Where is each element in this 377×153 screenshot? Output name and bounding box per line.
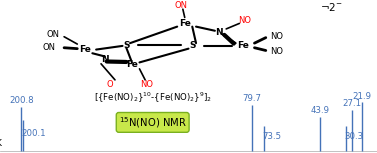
Text: [{Fe(NO)$_2$}$^{10}$-{Fe(NO)$_2$}$^9$]$_2$: [{Fe(NO)$_2$}$^{10}$-{Fe(NO)$_2$}$^9$]$_… [93, 91, 212, 105]
Text: S: S [123, 41, 130, 50]
Text: Fe: Fe [179, 19, 191, 28]
Text: NO: NO [239, 16, 251, 25]
Text: Fe: Fe [79, 45, 91, 54]
Text: 200.8: 200.8 [9, 96, 34, 105]
Text: ON: ON [43, 43, 55, 52]
Text: ON: ON [46, 30, 59, 39]
Text: $¬$2$^{-}$: $¬$2$^{-}$ [320, 1, 343, 13]
Text: 30.3: 30.3 [345, 132, 363, 141]
Text: 21.9: 21.9 [352, 92, 371, 101]
Text: 220 K: 220 K [0, 138, 2, 147]
Text: 43.9: 43.9 [311, 106, 329, 115]
Text: 27.1: 27.1 [342, 99, 362, 108]
Text: 73.5: 73.5 [262, 132, 281, 141]
Text: NO: NO [271, 32, 284, 41]
Text: 200.1: 200.1 [21, 129, 46, 138]
Text: Fe: Fe [237, 41, 249, 50]
Text: N: N [101, 55, 109, 64]
Text: O: O [106, 80, 113, 89]
Text: N: N [215, 28, 222, 37]
Text: NO: NO [271, 47, 284, 56]
Text: 79.7: 79.7 [242, 94, 261, 103]
Text: ON: ON [175, 1, 187, 10]
Text: Fe: Fe [126, 60, 138, 69]
Text: $^{15}$N(NO) NMR: $^{15}$N(NO) NMR [119, 115, 187, 130]
Text: S: S [189, 41, 196, 50]
Text: NO: NO [141, 80, 153, 89]
